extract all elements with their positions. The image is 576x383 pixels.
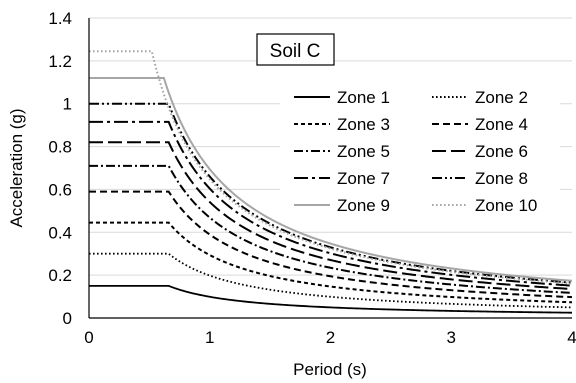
y-tick-label: 1.4 xyxy=(48,9,72,28)
x-axis-title: Period (s) xyxy=(293,360,367,379)
series-line-zone-7 xyxy=(89,120,573,287)
legend-label-zone-6: Zone 6 xyxy=(475,142,528,161)
legend-label-zone-8: Zone 8 xyxy=(475,169,528,188)
legend-label-zone-3: Zone 3 xyxy=(337,115,390,134)
series-line-zone-10 xyxy=(89,50,573,285)
legend-label-zone-10: Zone 10 xyxy=(475,196,537,215)
y-tick-label: 0.8 xyxy=(48,138,72,157)
spectrum-curves xyxy=(89,50,573,314)
x-tick-label: 1 xyxy=(205,328,214,347)
series-line-zone-2 xyxy=(89,252,573,309)
x-tick-labels: 0 1 2 3 4 xyxy=(84,328,576,347)
series-line-zone-1 xyxy=(89,284,573,314)
x-tick-label: 3 xyxy=(447,328,456,347)
series-line-zone-5 xyxy=(89,164,573,294)
legend-label-zone-5: Zone 5 xyxy=(337,142,390,161)
y-tick-label: 0.6 xyxy=(48,180,72,199)
legend-label-zone-2: Zone 2 xyxy=(475,88,528,107)
x-tick-label: 0 xyxy=(84,328,93,347)
x-tick-label: 2 xyxy=(326,328,335,347)
legend: Zone 1 Zone 2 Zone 3 Zone 4 Zone 5 Zone 6 Zone… xyxy=(280,76,560,221)
soil-annotation-box xyxy=(256,33,335,66)
series-line-zone-6 xyxy=(89,141,573,291)
y-tick-label: 0.4 xyxy=(48,223,72,242)
y-tick-label: 0.2 xyxy=(48,266,72,285)
legend-label-zone-7: Zone 7 xyxy=(337,169,390,188)
y-tick-labels: 0 0.2 0.4 0.6 0.8 1 1.2 1.4 xyxy=(48,9,72,328)
legend-label-zone-9: Zone 9 xyxy=(337,196,390,215)
axes xyxy=(88,18,572,319)
soil-annotation-text: Soil C xyxy=(270,41,321,62)
y-tick-label: 1.2 xyxy=(48,52,72,71)
y-axis-title: Acceleration (g) xyxy=(7,108,26,227)
x-tick-label: 4 xyxy=(567,328,576,347)
series-line-zone-4 xyxy=(89,190,573,299)
series-line-zone-3 xyxy=(89,221,573,304)
series-line-zone-9 xyxy=(89,77,573,282)
legend-label-zone-4: Zone 4 xyxy=(475,115,528,134)
y-tick-label: 1 xyxy=(63,95,72,114)
series-line-zone-8 xyxy=(89,102,573,284)
soil-annotation: Soil C xyxy=(256,33,335,66)
legend-background xyxy=(280,76,560,221)
legend-label-zone-1: Zone 1 xyxy=(337,88,390,107)
y-tick-label: 0 xyxy=(63,309,72,328)
